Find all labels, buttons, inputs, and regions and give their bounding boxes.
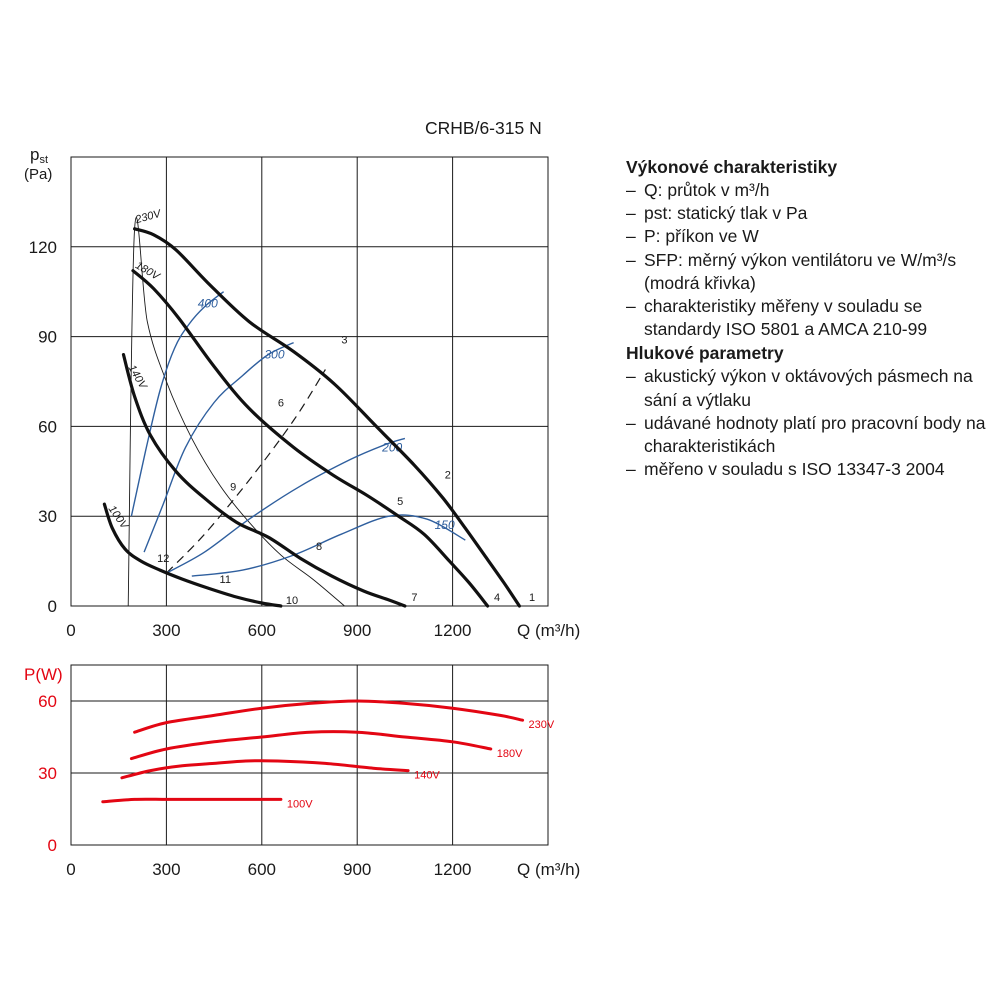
y-tick-label: 60 bbox=[38, 417, 57, 436]
operating-point-label: 7 bbox=[411, 592, 417, 604]
list-item-power: P: příkon ve W bbox=[626, 225, 998, 248]
voltage-curve-100V bbox=[102, 502, 283, 608]
section-title-noise: Hlukové parametry bbox=[626, 343, 784, 364]
list-item-pressure: pst: statický tlak v Pa bbox=[626, 202, 998, 225]
power-curve-label: 140V bbox=[414, 770, 440, 782]
x-tick-label: 900 bbox=[343, 621, 371, 640]
noise-list: akustický výkon v oktávových pásmech na … bbox=[626, 365, 998, 481]
power-x-tick-label: 0 bbox=[66, 860, 75, 879]
operating-point-label: 9 bbox=[230, 481, 236, 493]
power-x-tick-label: 1200 bbox=[434, 860, 472, 879]
y-tick-label: 0 bbox=[48, 597, 57, 616]
list-item-flow: Q: průtok v m³/h bbox=[626, 179, 998, 202]
operating-point-label: 6 bbox=[278, 397, 284, 409]
power-x-tick-label: 900 bbox=[343, 860, 371, 879]
y-tick-label: 120 bbox=[29, 238, 57, 257]
voltage-curve-180V bbox=[131, 269, 490, 608]
x-tick-label: 0 bbox=[66, 621, 75, 640]
list-item-acoustic: akustický výkon v oktávových pásmech na … bbox=[626, 365, 998, 411]
sfp-curve-150 bbox=[191, 514, 466, 577]
power-curve-230V bbox=[133, 699, 525, 734]
power-y-tick-label: 30 bbox=[38, 764, 57, 783]
voltage-label: 230V bbox=[133, 207, 163, 226]
sfp-curve-200 bbox=[166, 437, 406, 574]
x-tick-label: 600 bbox=[248, 621, 276, 640]
model-title: CRHB/6-315 N bbox=[425, 118, 542, 138]
power-y-tick-label: 60 bbox=[38, 692, 57, 711]
x-axis-label: Q (m³/h) bbox=[517, 621, 580, 640]
performance-list: Q: průtok v m³/h pst: statický tlak v Pa… bbox=[626, 179, 998, 341]
power-x-tick-label: 300 bbox=[152, 860, 180, 879]
sfp-label: 400 bbox=[198, 297, 218, 311]
power-curve-100V bbox=[101, 797, 283, 804]
y-axis-label: pst bbox=[30, 145, 48, 166]
x-tick-label: 300 bbox=[152, 621, 180, 640]
power-y-axis-label: P(W) bbox=[24, 665, 63, 684]
power-x-tick-label: 600 bbox=[248, 860, 276, 879]
sfp-label: 150 bbox=[435, 518, 455, 532]
operating-point-label: 1 bbox=[529, 592, 535, 604]
operating-point-label: 10 bbox=[286, 595, 298, 607]
plot-frame bbox=[70, 156, 549, 607]
operating-point-label: 11 bbox=[220, 574, 231, 586]
legend-text-panel: Výkonové charakteristiky Q: průtok v m³/… bbox=[626, 155, 998, 482]
power-curve-180V bbox=[129, 730, 493, 761]
voltage-curve-230V bbox=[133, 227, 521, 608]
power-chart: 0 300 600 900 1200 0 30 60 Q (m³/h) P(W) 230V 180V 1… bbox=[24, 664, 580, 879]
power-curve-label: 100V bbox=[287, 798, 313, 810]
sfp-curve-400 bbox=[130, 291, 225, 517]
voltage-curve-140V bbox=[121, 353, 407, 608]
section-title-performance: Výkonové charakteristiky bbox=[626, 157, 838, 177]
list-item-values: udávané hodnoty platí pro pracovní body … bbox=[626, 412, 998, 458]
operating-point-label: 2 bbox=[445, 469, 451, 481]
power-curve-label: 230V bbox=[529, 719, 555, 731]
operating-point-label: 5 bbox=[397, 496, 403, 508]
system-curve bbox=[165, 369, 326, 574]
y-tick-label: 30 bbox=[38, 507, 57, 526]
power-plot-frame bbox=[70, 664, 549, 846]
operating-point-label: 8 bbox=[316, 541, 322, 553]
list-item-standards: charakteristiky měřeny v souladu se stan… bbox=[626, 295, 998, 341]
operating-point-label: 12 bbox=[157, 553, 169, 565]
list-item-iso: měřeno v souladu s ISO 13347-3 2004 bbox=[626, 458, 998, 481]
y-tick-label: 90 bbox=[38, 328, 57, 347]
sfp-label: 300 bbox=[265, 348, 285, 362]
sfp-curve-300 bbox=[143, 341, 294, 553]
operating-point-label: 4 bbox=[494, 592, 500, 604]
voltage-label: 180V bbox=[133, 260, 163, 284]
power-curve-label: 180V bbox=[497, 748, 523, 760]
x-tick-label: 1200 bbox=[434, 621, 472, 640]
y-axis-unit: (Pa) bbox=[24, 166, 52, 183]
list-item-sfp: SFP: měrný výkon ventilátoru ve W/m³/s (… bbox=[626, 249, 998, 295]
power-y-tick-label: 0 bbox=[48, 836, 57, 855]
operating-point-label: 3 bbox=[341, 335, 347, 347]
power-x-axis-label: Q (m³/h) bbox=[517, 860, 580, 879]
power-curve-140V bbox=[120, 759, 410, 780]
sfp-label: 200 bbox=[381, 440, 402, 454]
